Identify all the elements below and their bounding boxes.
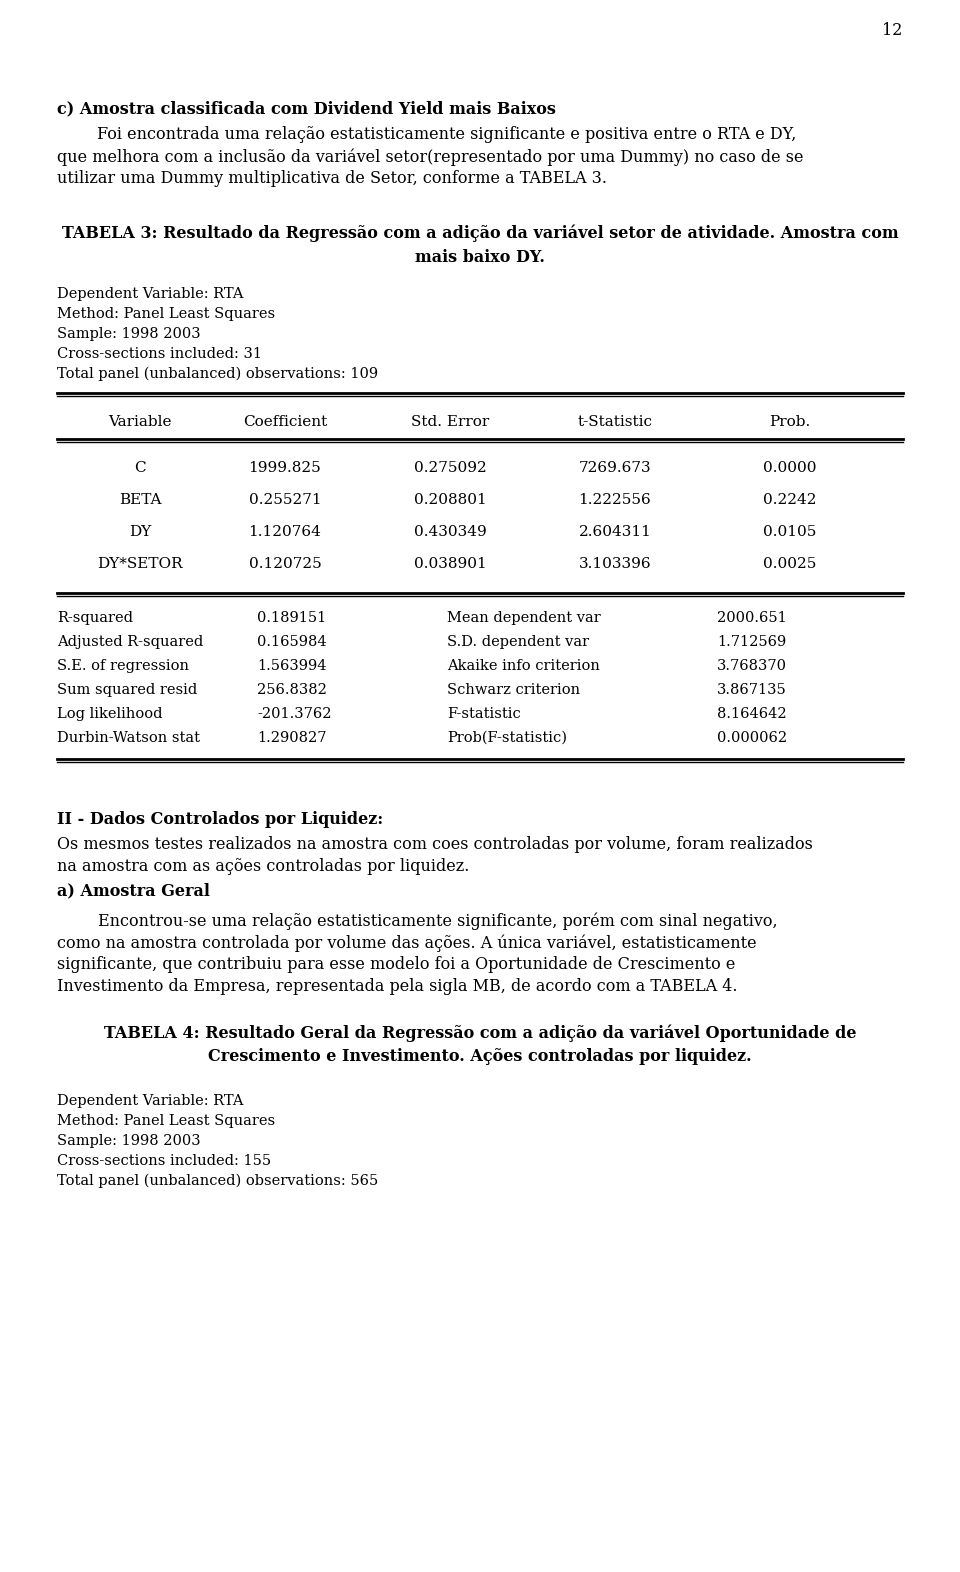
Text: Crescimento e Investimento. Ações controladas por liquidez.: Crescimento e Investimento. Ações contro… xyxy=(208,1049,752,1064)
Text: Prob(F-statistic): Prob(F-statistic) xyxy=(447,731,567,745)
Text: a) Amostra Geral: a) Amostra Geral xyxy=(57,882,210,899)
Text: como na amostra controlada por volume das ações. A única variável, estatisticame: como na amostra controlada por volume da… xyxy=(57,934,756,951)
Text: 256.8382: 256.8382 xyxy=(257,682,326,696)
Text: Encontrou-se uma relação estatisticamente significante, porém com sinal negativo: Encontrou-se uma relação estatisticament… xyxy=(57,912,778,929)
Text: Sample: 1998 2003: Sample: 1998 2003 xyxy=(57,1133,201,1148)
Text: Schwarz criterion: Schwarz criterion xyxy=(447,682,580,696)
Text: Dependent Variable: RTA: Dependent Variable: RTA xyxy=(57,1094,244,1108)
Text: 2.604311: 2.604311 xyxy=(579,525,652,539)
Text: Cross-sections included: 155: Cross-sections included: 155 xyxy=(57,1154,271,1168)
Text: mais baixo DY.: mais baixo DY. xyxy=(415,248,545,266)
Text: 3.768370: 3.768370 xyxy=(717,659,787,673)
Text: 1.712569: 1.712569 xyxy=(717,635,786,649)
Text: que melhora com a inclusão da variável setor(representado por uma Dummy) no caso: que melhora com a inclusão da variável s… xyxy=(57,148,804,165)
Text: TABELA 3: Resultado da Regressão com a adição da variável setor de atividade. Am: TABELA 3: Resultado da Regressão com a a… xyxy=(61,225,899,242)
Text: S.D. dependent var: S.D. dependent var xyxy=(447,635,589,649)
Text: Total panel (unbalanced) observations: 109: Total panel (unbalanced) observations: 1… xyxy=(57,366,378,382)
Text: na amostra com as ações controladas por liquidez.: na amostra com as ações controladas por … xyxy=(57,858,469,876)
Text: 0.0025: 0.0025 xyxy=(763,556,817,571)
Text: Sample: 1998 2003: Sample: 1998 2003 xyxy=(57,327,201,341)
Text: S.E. of regression: S.E. of regression xyxy=(57,659,189,673)
Text: Method: Panel Least Squares: Method: Panel Least Squares xyxy=(57,1115,276,1129)
Text: Variable: Variable xyxy=(108,415,172,429)
Text: BETA: BETA xyxy=(119,494,161,508)
Text: utilizar uma Dummy multiplicativa de Setor, conforme a TABELA 3.: utilizar uma Dummy multiplicativa de Set… xyxy=(57,170,607,187)
Text: 0.430349: 0.430349 xyxy=(414,525,487,539)
Text: 7269.673: 7269.673 xyxy=(579,461,651,475)
Text: 0.0000: 0.0000 xyxy=(763,461,817,475)
Text: 8.164642: 8.164642 xyxy=(717,707,786,722)
Text: Foi encontrada uma relação estatisticamente significante e positiva entre o RTA : Foi encontrada uma relação estatisticame… xyxy=(97,126,797,143)
Text: 1.222556: 1.222556 xyxy=(579,494,652,508)
Text: 1.563994: 1.563994 xyxy=(257,659,326,673)
Text: Sum squared resid: Sum squared resid xyxy=(57,682,197,696)
Text: F-statistic: F-statistic xyxy=(447,707,520,722)
Text: R-squared: R-squared xyxy=(57,612,133,626)
Text: Log likelihood: Log likelihood xyxy=(57,707,162,722)
Text: t-Statistic: t-Statistic xyxy=(578,415,653,429)
Text: Investimento da Empresa, representada pela sigla MB, de acordo com a TABELA 4.: Investimento da Empresa, representada pe… xyxy=(57,978,737,995)
Text: 0.000062: 0.000062 xyxy=(717,731,787,745)
Text: C: C xyxy=(134,461,146,475)
Text: 0.165984: 0.165984 xyxy=(257,635,326,649)
Text: 0.0105: 0.0105 xyxy=(763,525,817,539)
Text: 0.255271: 0.255271 xyxy=(249,494,322,508)
Text: Adjusted R-squared: Adjusted R-squared xyxy=(57,635,204,649)
Text: TABELA 4: Resultado Geral da Regressão com a adição da variável Oportunidade de: TABELA 4: Resultado Geral da Regressão c… xyxy=(104,1023,856,1042)
Text: Dependent Variable: RTA: Dependent Variable: RTA xyxy=(57,288,244,300)
Text: significante, que contribuiu para esse modelo foi a Oportunidade de Crescimento : significante, que contribuiu para esse m… xyxy=(57,956,735,973)
Text: Std. Error: Std. Error xyxy=(411,415,490,429)
Text: Prob.: Prob. xyxy=(769,415,810,429)
Text: 1.120764: 1.120764 xyxy=(249,525,322,539)
Text: 0.189151: 0.189151 xyxy=(257,612,326,626)
Text: Cross-sections included: 31: Cross-sections included: 31 xyxy=(57,347,262,362)
Text: -201.3762: -201.3762 xyxy=(257,707,331,722)
Text: Os mesmos testes realizados na amostra com coes controladas por volume, foram re: Os mesmos testes realizados na amostra c… xyxy=(57,836,813,854)
Text: 0.120725: 0.120725 xyxy=(249,556,322,571)
Text: 1.290827: 1.290827 xyxy=(257,731,326,745)
Text: 0.038901: 0.038901 xyxy=(414,556,487,571)
Text: 12: 12 xyxy=(882,22,902,39)
Text: DY*SETOR: DY*SETOR xyxy=(97,556,182,571)
Text: c) Amostra classificada com Dividend Yield mais Baixos: c) Amostra classificada com Dividend Yie… xyxy=(57,101,556,116)
Text: Method: Panel Least Squares: Method: Panel Least Squares xyxy=(57,307,276,321)
Text: Akaike info criterion: Akaike info criterion xyxy=(447,659,600,673)
Text: 1999.825: 1999.825 xyxy=(249,461,322,475)
Text: Total panel (unbalanced) observations: 565: Total panel (unbalanced) observations: 5… xyxy=(57,1174,378,1188)
Text: 3.103396: 3.103396 xyxy=(579,556,651,571)
Text: 2000.651: 2000.651 xyxy=(717,612,787,626)
Text: 3.867135: 3.867135 xyxy=(717,682,787,696)
Text: 0.208801: 0.208801 xyxy=(414,494,487,508)
Text: 0.275092: 0.275092 xyxy=(414,461,487,475)
Text: 0.2242: 0.2242 xyxy=(763,494,817,508)
Text: Durbin-Watson stat: Durbin-Watson stat xyxy=(57,731,200,745)
Text: Coefficient: Coefficient xyxy=(243,415,327,429)
Text: II - Dados Controlados por Liquidez:: II - Dados Controlados por Liquidez: xyxy=(57,811,383,828)
Text: DY: DY xyxy=(129,525,151,539)
Text: Mean dependent var: Mean dependent var xyxy=(447,612,601,626)
